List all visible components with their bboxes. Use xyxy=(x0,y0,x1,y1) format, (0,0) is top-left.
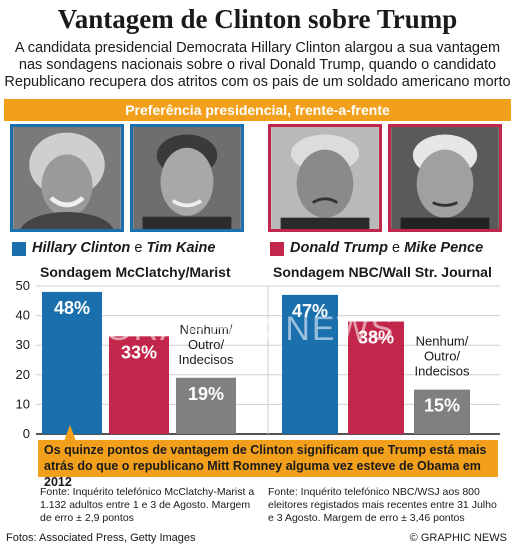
y-tick-label: 50 xyxy=(16,280,30,293)
kaine-photo xyxy=(130,124,244,232)
bar xyxy=(176,377,236,434)
y-tick-label: 0 xyxy=(23,426,30,440)
bar-value-label: 38% xyxy=(358,328,394,348)
other-category-label: Nenhum/ xyxy=(416,334,469,349)
bar-value-label: 15% xyxy=(424,396,460,416)
clinton-photo xyxy=(10,124,124,232)
other-category-label: Outro/ xyxy=(424,349,461,364)
y-tick-label: 20 xyxy=(16,367,30,382)
other-category-label: Indecisos xyxy=(179,352,234,367)
copyright: © GRAPHIC NEWS xyxy=(409,532,507,544)
callout-pointer xyxy=(64,425,76,441)
republican-legend-swatch xyxy=(270,242,284,256)
bar-value-label: 48% xyxy=(54,298,90,318)
page-subtitle: A candidata presidencial Democrata Hilla… xyxy=(4,40,511,90)
callout-box: Os quinze pontos de vantagem de Clinton … xyxy=(38,440,498,489)
bar xyxy=(282,294,338,434)
other-category-label: Indecisos xyxy=(415,364,470,379)
trump-photo xyxy=(268,124,382,232)
bar xyxy=(414,389,470,434)
bar-value-label: 33% xyxy=(121,342,157,362)
bar-value-label: 19% xyxy=(188,384,224,404)
democrat-legend-label: Hillary Clinton e Tim Kaine xyxy=(32,240,216,256)
source-note-marist: Fonte: Inquérito telefónico McClatchy-Ma… xyxy=(40,486,255,524)
bar xyxy=(348,321,404,434)
y-tick-label: 40 xyxy=(16,308,30,323)
republican-legend-label: Donald Trump e Mike Pence xyxy=(290,240,484,256)
other-category-label: Nenhum/ xyxy=(180,322,233,337)
democrat-legend-swatch xyxy=(12,242,26,256)
poll-title-marist: Sondagem McClatchy/Marist xyxy=(40,264,231,280)
bar xyxy=(109,336,169,434)
source-note-nbc: Fonte: Inquérito telefónico NBC/WSJ aos … xyxy=(268,486,497,524)
page-title: Vantagem de Clinton sobre Trump xyxy=(57,4,458,34)
other-category-label: Outro/ xyxy=(188,337,225,352)
poll-title-nbc: Sondagem NBC/Wall Str. Journal xyxy=(273,264,492,280)
pence-photo xyxy=(388,124,502,232)
y-tick-label: 10 xyxy=(16,396,30,411)
bar-value-label: 47% xyxy=(292,301,328,321)
y-tick-label: 30 xyxy=(16,337,30,352)
photo-credits: Fotos: Associated Press, Getty Images xyxy=(6,532,196,544)
bar xyxy=(42,291,102,434)
section-banner: Preferência presidencial, frente-a-frent… xyxy=(4,99,511,121)
poll-bar-chart: 0 10 20 30 40 50 48% 33% 19% Nenhum/Outro/Indecis… xyxy=(16,280,500,440)
